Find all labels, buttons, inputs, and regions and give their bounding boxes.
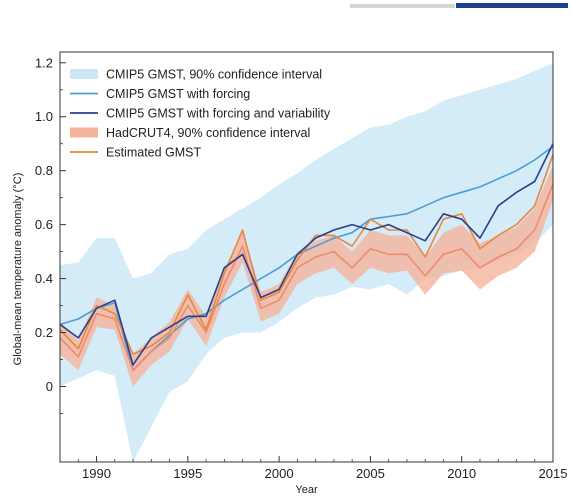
x-axis: 1990 1995 2000 2005 2010 2015 xyxy=(59,456,568,481)
legend-label: HadCRUT4, 90% confidence interval xyxy=(106,126,310,140)
y-tick-label: 0.4 xyxy=(35,271,53,286)
y-tick-label: 1.2 xyxy=(35,55,53,70)
cmip5-gmst-with-forcing-and-variability-line xyxy=(60,143,553,366)
legend-swatch xyxy=(70,127,98,138)
plot-frame xyxy=(59,51,554,463)
hadcrut4-confidence-band xyxy=(60,165,553,387)
x-tick-label: 1995 xyxy=(173,466,202,481)
y-tick-label: 0.2 xyxy=(35,325,53,340)
y-tick-label: 0.6 xyxy=(35,217,53,232)
tab-indicator-inactive[interactable] xyxy=(350,4,455,8)
legend-label: Estimated GMST xyxy=(106,146,202,160)
legend-label: CMIP5 GMST, 90% confidence interval xyxy=(106,68,322,82)
x-tick-label: 2005 xyxy=(356,466,385,481)
y-tick-label: 0.8 xyxy=(35,163,53,178)
y-tick-label: 1.0 xyxy=(35,109,53,124)
y-tick-label: 0 xyxy=(46,379,53,394)
x-tick-label: 2015 xyxy=(539,466,568,481)
series-lines xyxy=(60,143,553,372)
y-axis: 0 0.2 0.4 0.6 0.8 1.0 1.2 xyxy=(35,55,66,414)
hadcrut4-central-estimate-line xyxy=(60,183,553,372)
legend-swatch xyxy=(70,69,98,79)
x-axis-title: Year xyxy=(295,484,318,496)
legend-label: CMIP5 GMST with forcing and variability xyxy=(106,107,331,121)
tab-indicator-active[interactable] xyxy=(456,3,568,8)
legend: CMIP5 GMST, 90% confidence interval CMIP5… xyxy=(70,68,331,160)
x-tick-label: 1990 xyxy=(82,466,111,481)
x-tick-label: 2000 xyxy=(265,466,294,481)
x-tick-label: 2010 xyxy=(447,466,476,481)
legend-label: CMIP5 GMST with forcing xyxy=(106,87,250,101)
y-axis-title: Global-mean temperature anomaly (°C) xyxy=(12,173,24,366)
